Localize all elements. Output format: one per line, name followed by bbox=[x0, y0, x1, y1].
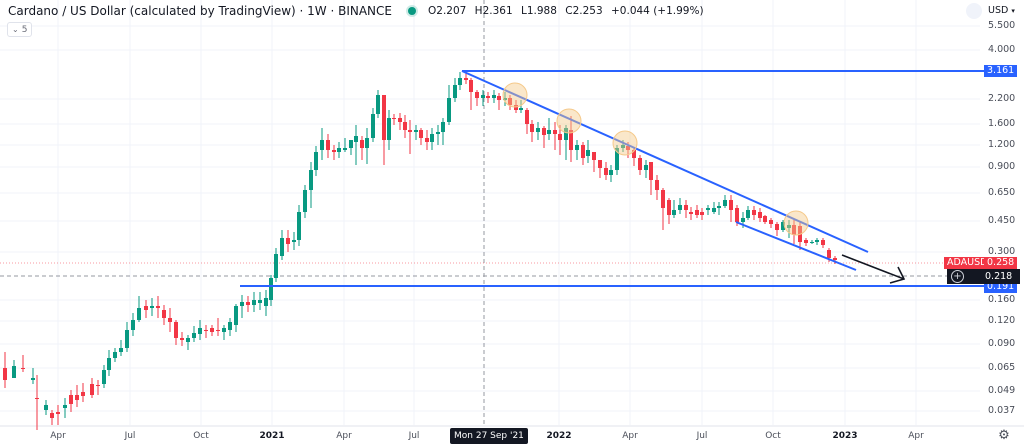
last-price-tag: 0.258 bbox=[984, 257, 1018, 269]
crosshair-price-tag: 0.218 bbox=[947, 269, 1020, 284]
symbol-label: ADAUSD bbox=[947, 257, 988, 268]
resistance-price-tag: 3.161 bbox=[984, 65, 1018, 77]
open-value: O2.207 bbox=[428, 5, 467, 17]
time-tick-label: Apr bbox=[336, 431, 352, 441]
grid-lines bbox=[0, 0, 1024, 427]
time-tick-label: Apr bbox=[908, 431, 924, 441]
currency-label: USD bbox=[988, 5, 1009, 16]
ohlc-values: O2.207 H2.361 L1.988 C2.253 +0.044 (+1.9… bbox=[428, 5, 709, 17]
price-tick-label: 4.000 bbox=[988, 44, 1016, 55]
time-tick-label: 2021 bbox=[259, 431, 285, 441]
price-tick-label: 0.900 bbox=[988, 161, 1016, 172]
price-tick-label: 0.300 bbox=[988, 246, 1016, 257]
plus-circle-icon[interactable]: + bbox=[951, 270, 964, 283]
time-tick-label: Jul bbox=[696, 431, 708, 441]
support-price-tag: 0.191 bbox=[984, 281, 1018, 293]
time-tick-label: Jul bbox=[408, 431, 420, 441]
price-tick-label: 1.600 bbox=[988, 118, 1016, 129]
time-tick-label: Apr bbox=[50, 431, 66, 441]
time-tick-label: Oct bbox=[765, 431, 781, 441]
price-tick-label: 2.200 bbox=[988, 93, 1016, 104]
high-value: H2.361 bbox=[474, 5, 513, 17]
last-price: 0.258 bbox=[987, 257, 1015, 268]
price-tick-label: 5.500 bbox=[988, 20, 1016, 31]
close-value: C2.253 bbox=[565, 5, 603, 17]
price-tick-label: 0.037 bbox=[988, 405, 1016, 416]
price-tick-label: 0.090 bbox=[988, 338, 1016, 349]
price-tick-label: 0.450 bbox=[988, 215, 1016, 226]
symbol-title[interactable]: Cardano / US Dollar (calculated by Tradi… bbox=[8, 4, 392, 18]
candlesticks bbox=[3, 72, 837, 430]
price-tick-label: 0.049 bbox=[988, 385, 1016, 396]
time-tick-label: 2022 bbox=[546, 431, 572, 441]
axis-menu-button[interactable] bbox=[966, 3, 982, 19]
crosshair-price: 0.218 bbox=[985, 271, 1013, 282]
drawings bbox=[240, 70, 984, 287]
crosshair-date-label: Mon 27 Sep '21 bbox=[450, 428, 528, 444]
indicator-count: 5 bbox=[21, 24, 28, 35]
chevron-down-icon: ▾ bbox=[1011, 7, 1015, 15]
symbol-name-tag: ADAUSD bbox=[944, 257, 991, 269]
price-tick-label: 0.160 bbox=[988, 294, 1016, 305]
indicators-collapse-button[interactable]: ⌄ 5 bbox=[7, 22, 33, 37]
resistance-price: 3.161 bbox=[987, 65, 1015, 76]
change-value: +0.044 (+1.99%) bbox=[611, 5, 704, 17]
price-tick-label: 0.650 bbox=[988, 187, 1016, 198]
price-tick-label: 0.065 bbox=[988, 362, 1016, 373]
time-tick-label: Oct bbox=[193, 431, 209, 441]
low-value: L1.988 bbox=[520, 5, 557, 17]
time-tick-label: 2023 bbox=[832, 431, 858, 441]
chevron-down-icon: ⌄ bbox=[12, 25, 19, 34]
currency-selector[interactable]: USD ▾ bbox=[988, 5, 1015, 16]
support-price: 0.191 bbox=[987, 281, 1015, 292]
price-tick-label: 0.120 bbox=[988, 315, 1016, 326]
gear-icon[interactable]: ⚙ bbox=[998, 428, 1010, 443]
market-status-icon bbox=[408, 7, 416, 15]
price-tick-label: 1.200 bbox=[988, 139, 1016, 150]
chart-legend: Cardano / US Dollar (calculated by Tradi… bbox=[8, 4, 709, 18]
time-tick-label: Apr bbox=[622, 431, 638, 441]
time-tick-label: Jul bbox=[124, 431, 136, 441]
